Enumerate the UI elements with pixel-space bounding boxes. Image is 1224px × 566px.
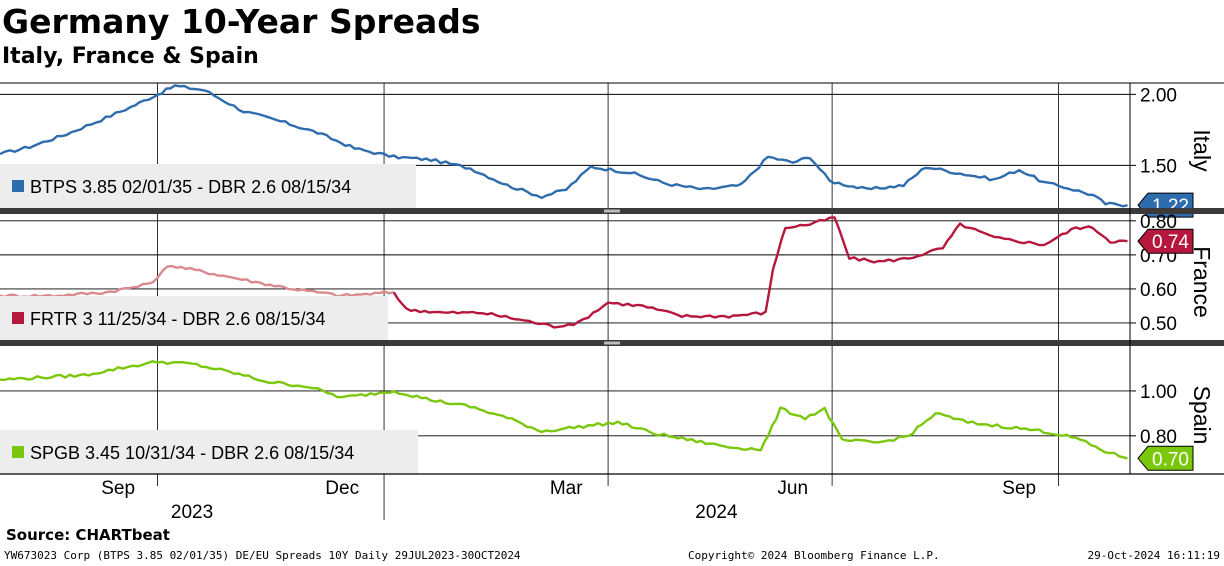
y-tick-label: 0.50 <box>1140 314 1177 335</box>
last-value-label: 0.74 <box>1152 232 1189 253</box>
y-tick-label: 0.80 <box>1140 212 1177 233</box>
y-tick-label: 1.00 <box>1140 382 1177 403</box>
legend-swatch <box>12 180 24 192</box>
series-line <box>0 84 1128 208</box>
legend-box <box>0 296 388 340</box>
year-label: 2024 <box>695 502 738 520</box>
source-note: Source: CHARTbeat <box>6 526 170 544</box>
chart-subtitle: Italy, France & Spain <box>2 44 259 69</box>
y-tick-label: 0.80 <box>1140 427 1177 448</box>
footer-copyright: Copyright© 2024 Bloomberg Finance L.P. <box>688 549 940 562</box>
spread-chart: 1.50 2.00 BTPS 3.85 02/01/35 - DBR 2.6 08/… <box>0 82 1224 520</box>
panel-name: France <box>1189 246 1215 318</box>
footer-ticker-info: YW673023 Corp (BTPS 3.85 02/01/35) DE/EU… <box>4 549 521 562</box>
footer-timestamp: 29-Oct-2024 16:11:19 <box>1087 549 1220 562</box>
separator-grip <box>604 209 620 213</box>
series-line <box>392 216 1128 329</box>
legend-label: FRTR 3 11/25/34 - DBR 2.6 08/15/34 <box>30 309 326 329</box>
x-tick-label: Dec <box>325 478 359 499</box>
panel-name: Spain <box>1189 386 1215 445</box>
y-tick-label: 2.00 <box>1140 85 1177 106</box>
legend-label: SPGB 3.45 10/31/34 - DBR 2.6 08/15/34 <box>30 443 354 463</box>
chart-title: Germany 10-Year Spreads <box>2 2 481 41</box>
x-tick-label: Sep <box>101 478 135 499</box>
y-tick-label: 1.50 <box>1140 156 1177 177</box>
y-tick-label: 0.60 <box>1140 280 1177 301</box>
panel-name: Italy <box>1189 129 1215 172</box>
legend-swatch <box>12 446 24 458</box>
x-tick-label: Mar <box>550 478 583 499</box>
x-tick-label: Jun <box>777 478 808 499</box>
last-value-tag <box>1137 445 1194 471</box>
x-tick-label: Sep <box>1002 478 1036 499</box>
last-value-tag <box>1137 228 1194 254</box>
legend-swatch <box>12 312 24 324</box>
series-line-faded <box>0 264 395 299</box>
series-line <box>0 360 1128 460</box>
last-value-label: 0.70 <box>1152 449 1189 470</box>
separator-grip <box>604 341 620 345</box>
year-label: 2023 <box>171 502 213 520</box>
legend-box <box>0 430 418 474</box>
legend-box <box>0 164 416 208</box>
legend-label: BTPS 3.85 02/01/35 - DBR 2.6 08/15/34 <box>30 177 351 197</box>
